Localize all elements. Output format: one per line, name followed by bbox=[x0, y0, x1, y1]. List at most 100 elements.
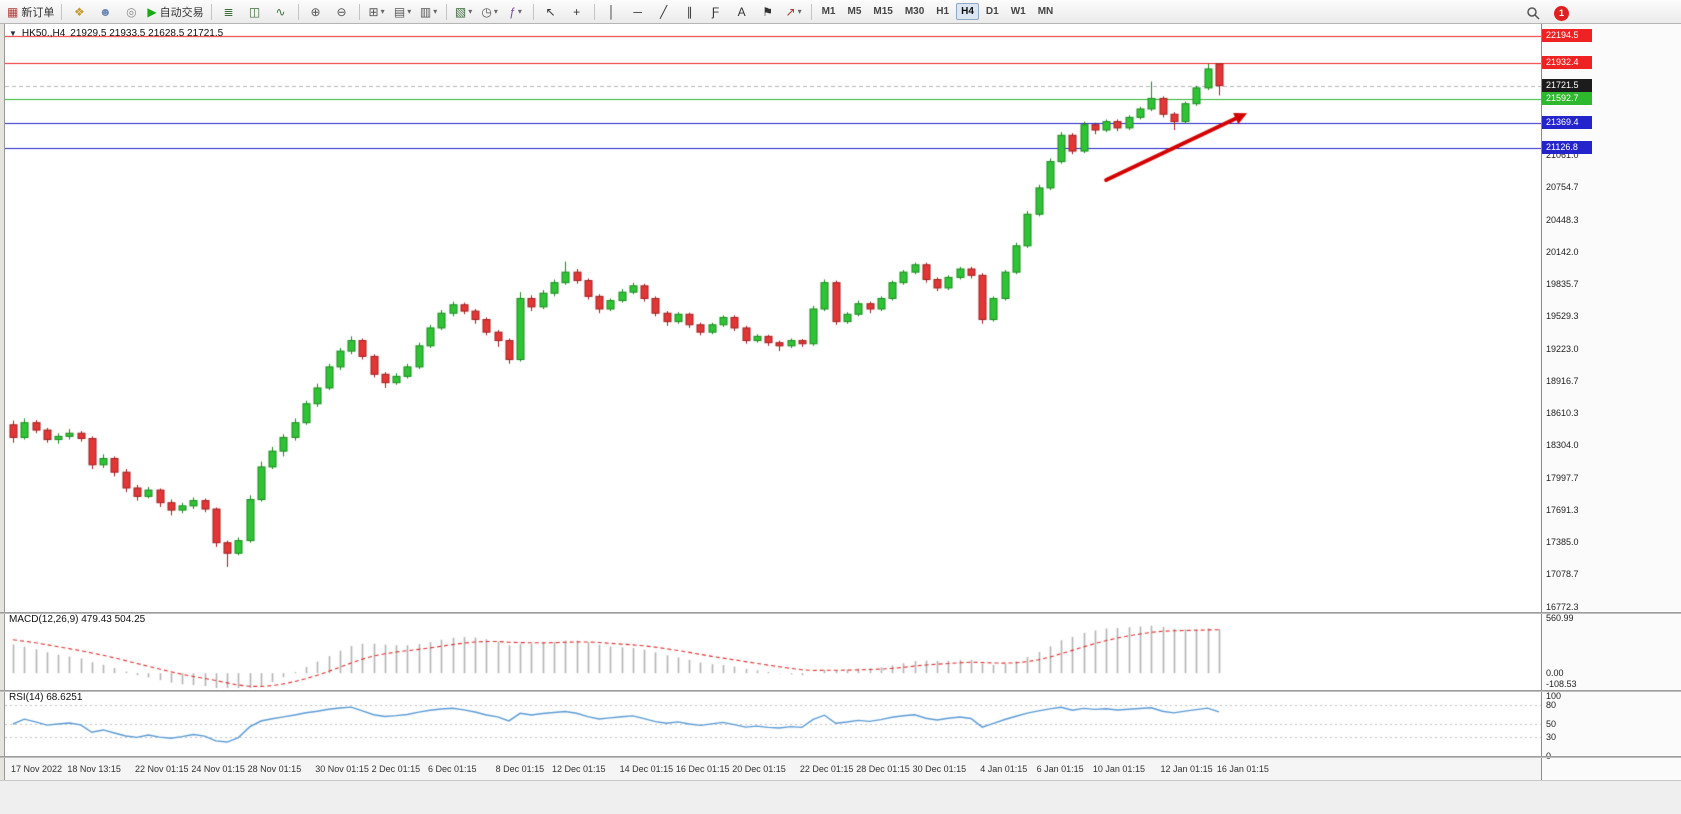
market-button[interactable]: ◎ bbox=[118, 1, 144, 23]
bar-chart-mode-button[interactable]: ≣ bbox=[216, 1, 242, 23]
price-tick-label: 16772.3 bbox=[1546, 601, 1579, 612]
indicators-button-dropdown[interactable]: ▾ bbox=[517, 7, 522, 16]
crosshair-button[interactable]: + bbox=[564, 1, 590, 23]
label-button[interactable]: ⚑ bbox=[755, 1, 781, 23]
timeframe-m1-button[interactable]: M1 bbox=[821, 6, 836, 17]
text-button[interactable]: A bbox=[729, 1, 755, 23]
new-order-button-label: 新订单 bbox=[21, 6, 55, 19]
tile-windows-button[interactable]: ⊞ ▾ bbox=[364, 1, 390, 23]
arrange-windows-button-dropdown[interactable]: ▾ bbox=[433, 7, 438, 16]
price-tick-label: 18916.7 bbox=[1546, 375, 1579, 386]
horizontal-line-icon: ─ bbox=[633, 4, 642, 19]
time-tick-label: 14 Dec 01:15 bbox=[619, 764, 674, 774]
chart-symbol-label: ▼ HK50.,H4 21929.5 21933.5 21628.5 21721… bbox=[9, 28, 223, 39]
arrange-windows-button[interactable]: ▥ ▾ bbox=[416, 1, 442, 23]
time-axis[interactable]: 17 Nov 2022 18 Nov 13:15 22 Nov 01:15 24 No… bbox=[5, 758, 1541, 780]
shapes-button-dropdown[interactable]: ▾ bbox=[797, 7, 802, 16]
channel-icon: ∥ bbox=[686, 4, 693, 19]
cascade-windows-button-dropdown[interactable]: ▾ bbox=[407, 7, 412, 16]
hline-price-badge: 21126.8 bbox=[1542, 141, 1592, 155]
timeframe-w1-button[interactable]: W1 bbox=[1010, 6, 1026, 17]
timeframe-h4-button[interactable]: H4 bbox=[956, 3, 979, 20]
new-chart-button[interactable]: ▧ ▾ bbox=[451, 1, 477, 23]
notification-badge[interactable]: 1 bbox=[1554, 5, 1569, 21]
timeframe-mn-button[interactable]: MN bbox=[1037, 6, 1054, 17]
price-tick-label: 21061.0 bbox=[1546, 150, 1579, 161]
label-icon: ⚑ bbox=[762, 4, 773, 19]
rsi-scale-label: 50 bbox=[1546, 719, 1557, 729]
time-tick-label: 16 Jan 01:15 bbox=[1216, 764, 1269, 774]
channel-button[interactable]: ∥ bbox=[677, 1, 703, 23]
tile-windows-button-dropdown[interactable]: ▾ bbox=[380, 7, 385, 16]
price-tick-label: 18304.0 bbox=[1546, 440, 1579, 451]
profile-button[interactable]: ☻ bbox=[92, 1, 118, 23]
time-tick-label: 28 Dec 01:15 bbox=[856, 764, 910, 774]
candlestick-icon: ◫ bbox=[248, 4, 261, 19]
panel-divider[interactable] bbox=[0, 612, 1681, 614]
price-chart-canvas[interactable] bbox=[5, 24, 1541, 780]
rsi-scale-label: 80 bbox=[1546, 699, 1557, 710]
timeframe-m30-button[interactable]: M30 bbox=[904, 6, 925, 17]
macd-scale-label: 0.00 bbox=[1546, 668, 1564, 679]
fibonacci-button[interactable]: Ƒ bbox=[703, 1, 729, 23]
new-chart-button-dropdown[interactable]: ▾ bbox=[468, 7, 473, 16]
zoom-in-button[interactable]: ⊕ bbox=[303, 1, 329, 23]
one-click-trading-toggle[interactable]: ▼ bbox=[9, 29, 17, 38]
time-tick-label: 30 Dec 01:15 bbox=[912, 764, 967, 774]
tile-windows-icon: ⊞ bbox=[368, 4, 379, 19]
toolbar-separator bbox=[297, 3, 299, 20]
time-tick-label: 2 Dec 01:15 bbox=[371, 764, 421, 774]
time-tick-label: 12 Jan 01:15 bbox=[1160, 764, 1213, 774]
charts-icon: ❖ bbox=[73, 4, 85, 19]
profiles-button-dropdown[interactable]: ▾ bbox=[493, 7, 498, 16]
time-tick-label: 6 Jan 01:15 bbox=[1036, 764, 1084, 774]
indicators-button[interactable]: ƒ ▾ bbox=[503, 1, 529, 23]
zoom-out-button[interactable]: ⊖ bbox=[329, 1, 355, 23]
trendline-button[interactable]: ╱ bbox=[651, 1, 677, 23]
price-tick-label: 17691.3 bbox=[1546, 504, 1579, 515]
time-tick-label: 8 Dec 01:15 bbox=[495, 764, 545, 774]
horizontal-line-button[interactable]: ─ bbox=[625, 1, 651, 23]
vertical-line-button[interactable]: │ bbox=[599, 1, 625, 23]
charts-button[interactable]: ❖ bbox=[66, 1, 92, 23]
price-tick-label: 17385.0 bbox=[1546, 537, 1579, 548]
panel-divider[interactable] bbox=[0, 690, 1681, 692]
macd-scale-label: 560.99 bbox=[1546, 612, 1574, 623]
new-order-icon: ▦ bbox=[7, 4, 19, 19]
line-chart-mode-button[interactable]: ∿ bbox=[268, 1, 294, 23]
time-tick-label: 10 Jan 01:15 bbox=[1092, 764, 1145, 774]
time-tick-label: 22 Nov 01:15 bbox=[134, 764, 189, 774]
timeframe-d1-button[interactable]: D1 bbox=[985, 6, 999, 17]
main-toolbar: ▦ 新订单 ❖ ☻ ◎ ▶ 自动交易 ≣ ◫ ∿ ⊕ ⊖ ⊞ ▾ ▤ ▾ ▥ ▾ ▧ ▾ ◷ ▾ ƒ ▾ ↖ + │ ─ ╱ ∥ Ƒ A ⚑ ↗ ▾… bbox=[0, 0, 1681, 24]
cascade-windows-button[interactable]: ▤ ▾ bbox=[390, 1, 416, 23]
zoom-out-icon: ⊖ bbox=[336, 4, 347, 19]
chart-window: ▼ HK50.,H4 21929.5 21933.5 21628.5 21721… bbox=[5, 24, 1541, 780]
toolbar-button-groups: ▦ 新订单 ❖ ☻ ◎ ▶ 自动交易 ≣ ◫ ∿ ⊕ ⊖ ⊞ ▾ ▤ ▾ ▥ ▾ ▧ ▾ ◷ ▾ ƒ ▾ ↖ + │ ─ ╱ ∥ Ƒ A ⚑ ↗ ▾… bbox=[4, 1, 1059, 23]
price-axis[interactable]: 21061.0 20754.7 20448.3 20142.0 19835.7 19529… bbox=[1541, 24, 1681, 780]
cursor-button[interactable]: ↖ bbox=[538, 1, 564, 23]
timeframe-h1-button[interactable]: H1 bbox=[936, 6, 950, 17]
timeframe-m15-button[interactable]: M15 bbox=[873, 6, 893, 17]
toolbar-separator bbox=[810, 3, 812, 20]
search-button[interactable] bbox=[1520, 2, 1546, 24]
timeframe-m5-button[interactable]: M5 bbox=[847, 6, 862, 17]
time-tick-label: 28 Nov 01:15 bbox=[247, 764, 302, 774]
new-order-button[interactable]: ▦ 新订单 bbox=[4, 1, 57, 23]
autotrading-button[interactable]: ▶ 自动交易 bbox=[144, 1, 206, 23]
indicators-icon: ƒ bbox=[509, 4, 516, 19]
trendline-icon: ╱ bbox=[659, 4, 668, 19]
profiles-button[interactable]: ◷ ▾ bbox=[477, 1, 503, 23]
cascade-windows-icon: ▤ bbox=[393, 4, 406, 19]
time-tick-label: 12 Dec 01:15 bbox=[551, 764, 606, 774]
profile-icon: ☻ bbox=[99, 4, 112, 19]
rsi-scale-label: 30 bbox=[1546, 731, 1557, 742]
panel-divider[interactable] bbox=[0, 756, 1681, 758]
toolbar-separator bbox=[358, 3, 360, 20]
shapes-button[interactable]: ↗ ▾ bbox=[781, 1, 807, 23]
time-tick-label: 22 Dec 01:15 bbox=[799, 764, 854, 774]
toolbar-separator bbox=[593, 3, 595, 20]
hline-price-badge: 21592.7 bbox=[1542, 92, 1592, 106]
candlestick-mode-button[interactable]: ◫ bbox=[242, 1, 268, 23]
text-icon: A bbox=[737, 4, 746, 19]
